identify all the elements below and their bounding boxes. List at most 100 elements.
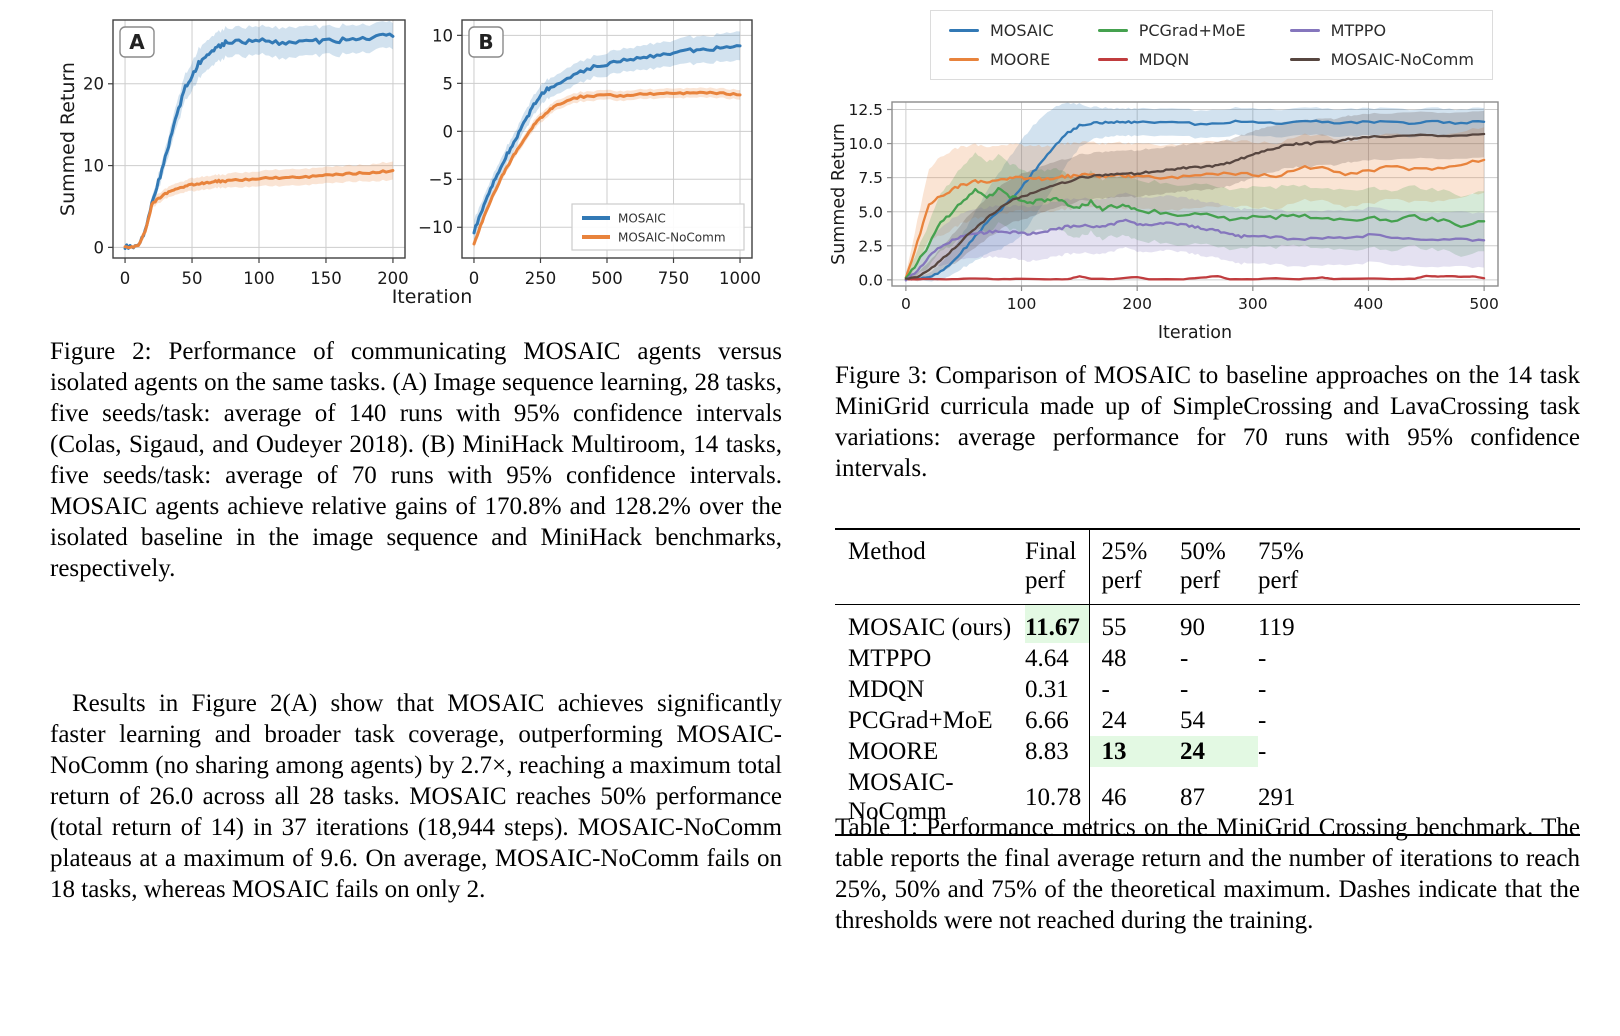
col-header-50: 50% perf <box>1180 529 1258 605</box>
legend-item-moore: MOORE <box>949 50 1054 69</box>
legend-line-swatch <box>949 58 979 61</box>
cell-p50: 90 <box>1180 614 1205 641</box>
svg-text:100: 100 <box>1007 295 1037 313</box>
svg-text:20: 20 <box>83 75 104 94</box>
svg-text:0.0: 0.0 <box>858 271 883 289</box>
svg-text:0: 0 <box>901 295 911 313</box>
svg-text:MOSAIC: MOSAIC <box>618 212 666 226</box>
cell-p75: 291 <box>1258 783 1296 811</box>
svg-text:200: 200 <box>1122 295 1152 313</box>
legend-label: MOSAIC <box>990 21 1054 40</box>
cell-p75: - <box>1258 645 1267 672</box>
table-row: MDQN 0.31- - - <box>835 674 1580 705</box>
legend-line-swatch <box>1289 58 1320 61</box>
figure2-caption: Figure 2: Performance of communicating M… <box>50 338 782 582</box>
legend-line-swatch <box>1097 58 1128 61</box>
svg-text:100: 100 <box>243 269 275 288</box>
cell-p75: - <box>1258 707 1267 734</box>
cell-method: MOORE <box>848 738 939 765</box>
cell-final: 0.31 <box>1025 676 1069 703</box>
svg-text:7.5: 7.5 <box>858 169 883 187</box>
svg-text:2.5: 2.5 <box>858 237 883 255</box>
table-row: MTPPO 4.64 48- - <box>835 643 1580 674</box>
svg-text:MOSAIC-NoComm: MOSAIC-NoComm <box>618 231 726 245</box>
col-header-25: 25% perf <box>1088 529 1180 605</box>
svg-text:10: 10 <box>432 26 453 45</box>
svg-text:0: 0 <box>120 269 131 288</box>
results-paragraph: Results in Figure 2(A) show that MOSAIC … <box>50 690 782 903</box>
legend-label: MOSAIC-NoComm <box>1330 50 1474 69</box>
svg-text:Summed Return: Summed Return <box>58 62 79 216</box>
col-header-final: Final perf <box>1025 529 1089 605</box>
svg-text:5: 5 <box>443 74 454 93</box>
legend-label: MDQN <box>1138 50 1190 69</box>
table-row: MOORE 8.83 13 24- <box>835 736 1580 767</box>
table-row: PCGrad+MoE 6.66 24 54 - <box>835 705 1580 736</box>
svg-text:500: 500 <box>591 269 623 288</box>
cell-p50: 24 <box>1180 736 1258 767</box>
svg-text:0: 0 <box>443 122 454 141</box>
legend-item-mtppo: MTPPO <box>1289 21 1474 40</box>
cell-p50: - <box>1180 676 1189 703</box>
svg-text:750: 750 <box>658 269 690 288</box>
legend-label: MOORE <box>990 50 1051 69</box>
legend-line-swatch <box>1097 29 1128 32</box>
cell-p25: 55 <box>1088 604 1180 643</box>
figure2-xlabel: Iteration <box>392 286 473 308</box>
cell-method: MOSAIC (ours) <box>848 614 1012 641</box>
cell-method: MDQN <box>848 676 925 703</box>
cell-p75: - <box>1258 676 1267 703</box>
cell-p25: 24 <box>1088 705 1180 736</box>
svg-text:Summed Return: Summed Return <box>830 123 849 265</box>
table-row: MOSAIC (ours) 11.67 55 90 119 <box>835 604 1580 643</box>
cell-p50: 87 <box>1180 783 1205 811</box>
svg-text:0: 0 <box>469 269 480 288</box>
table-header: Method Final perf 25% perf 50% perf 75% perf <box>835 529 1580 605</box>
svg-text:−10: −10 <box>418 218 453 237</box>
cell-p25: 46 <box>1088 767 1180 835</box>
svg-text:50: 50 <box>182 269 203 288</box>
svg-text:1000: 1000 <box>719 269 761 288</box>
table-row: MOSAIC-NoComm 10.78 46 87 291 <box>835 767 1580 835</box>
cell-p25: 48 <box>1088 643 1180 674</box>
svg-text:10: 10 <box>83 157 104 176</box>
cell-method: MTPPO <box>848 645 932 672</box>
svg-text:10.0: 10.0 <box>848 135 883 153</box>
cell-p75: 119 <box>1258 614 1295 641</box>
results-table: Method Final perf 25% perf 50% perf 75% perf MOS… <box>835 528 1580 836</box>
svg-text:200: 200 <box>377 269 409 288</box>
col-header-method: Method <box>835 529 1025 605</box>
legend-item-mosaic-nocomm: MOSAIC-NoComm <box>1289 50 1474 69</box>
svg-text:12.5: 12.5 <box>848 101 883 119</box>
svg-text:B: B <box>478 30 493 54</box>
cell-method: MOSAIC-NoComm <box>848 769 954 825</box>
svg-text:A: A <box>129 30 145 54</box>
cell-p25: - <box>1088 674 1180 705</box>
cell-final: 10.78 <box>1025 783 1082 811</box>
legend-item-mdqn: MDQN <box>1097 50 1246 69</box>
cell-method: PCGrad+MoE <box>848 707 993 734</box>
cell-p50: - <box>1180 645 1189 672</box>
svg-text:Iteration: Iteration <box>1158 323 1232 343</box>
figure3-caption: Figure 3: Comparison of MOSAIC to baseli… <box>835 362 1580 482</box>
svg-text:300: 300 <box>1238 295 1268 313</box>
legend-line-swatch <box>949 29 979 32</box>
table1-caption: Table 1: Performance metrics on the Mini… <box>835 814 1580 934</box>
legend-item-pcgrad-moe: PCGrad+MoE <box>1097 21 1246 40</box>
svg-text:0: 0 <box>94 238 105 257</box>
figure3-chart: 0 100 200 300 400 500 0.0 2.5 5.0 7.5 10.0 12.5 Iter… <box>830 101 1499 343</box>
svg-text:−5: −5 <box>429 170 453 189</box>
legend-item-mosaic: MOSAIC <box>949 21 1054 40</box>
svg-text:250: 250 <box>525 269 557 288</box>
legend-label: MTPPO <box>1330 21 1387 40</box>
legend-label: PCGrad+MoE <box>1138 21 1246 40</box>
cell-p50: 54 <box>1180 707 1205 734</box>
cell-final: 6.66 <box>1025 707 1069 734</box>
svg-text:400: 400 <box>1354 295 1384 313</box>
svg-text:5.0: 5.0 <box>858 203 883 221</box>
cell-final: 11.67 <box>1025 604 1089 643</box>
figure3-block: MOSAIC MOORE PCGrad+MoE MDQN MTPPO MOSAIC-NoC… <box>830 10 1580 344</box>
cell-final: 4.64 <box>1025 645 1069 672</box>
